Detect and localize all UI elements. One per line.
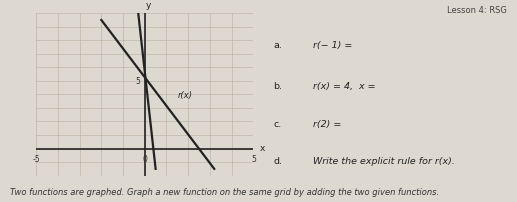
Text: 0: 0: [142, 154, 147, 163]
Text: -5: -5: [33, 154, 40, 163]
Text: d.: d.: [273, 156, 283, 165]
Text: 10.: 10.: [0, 4, 2, 14]
Text: 5: 5: [251, 154, 256, 163]
Text: y: y: [145, 1, 150, 10]
Text: Write the explicit rule for r(x).: Write the explicit rule for r(x).: [313, 156, 455, 165]
Text: r(x) = 4,  x =: r(x) = 4, x =: [313, 82, 376, 91]
Text: Two functions are graphed. Graph a new function on the same grid by adding the t: Two functions are graphed. Graph a new f…: [10, 187, 439, 196]
Text: Lesson 4: RSG: Lesson 4: RSG: [447, 6, 507, 15]
Text: r(2) =: r(2) =: [313, 119, 342, 128]
Text: 5: 5: [135, 77, 141, 86]
Text: b.: b.: [273, 82, 283, 91]
Text: x: x: [260, 143, 265, 152]
Text: r(x): r(x): [177, 91, 192, 100]
Text: r(− 1) =: r(− 1) =: [313, 41, 353, 50]
Text: c.: c.: [273, 119, 282, 128]
Text: a.: a.: [273, 41, 282, 50]
